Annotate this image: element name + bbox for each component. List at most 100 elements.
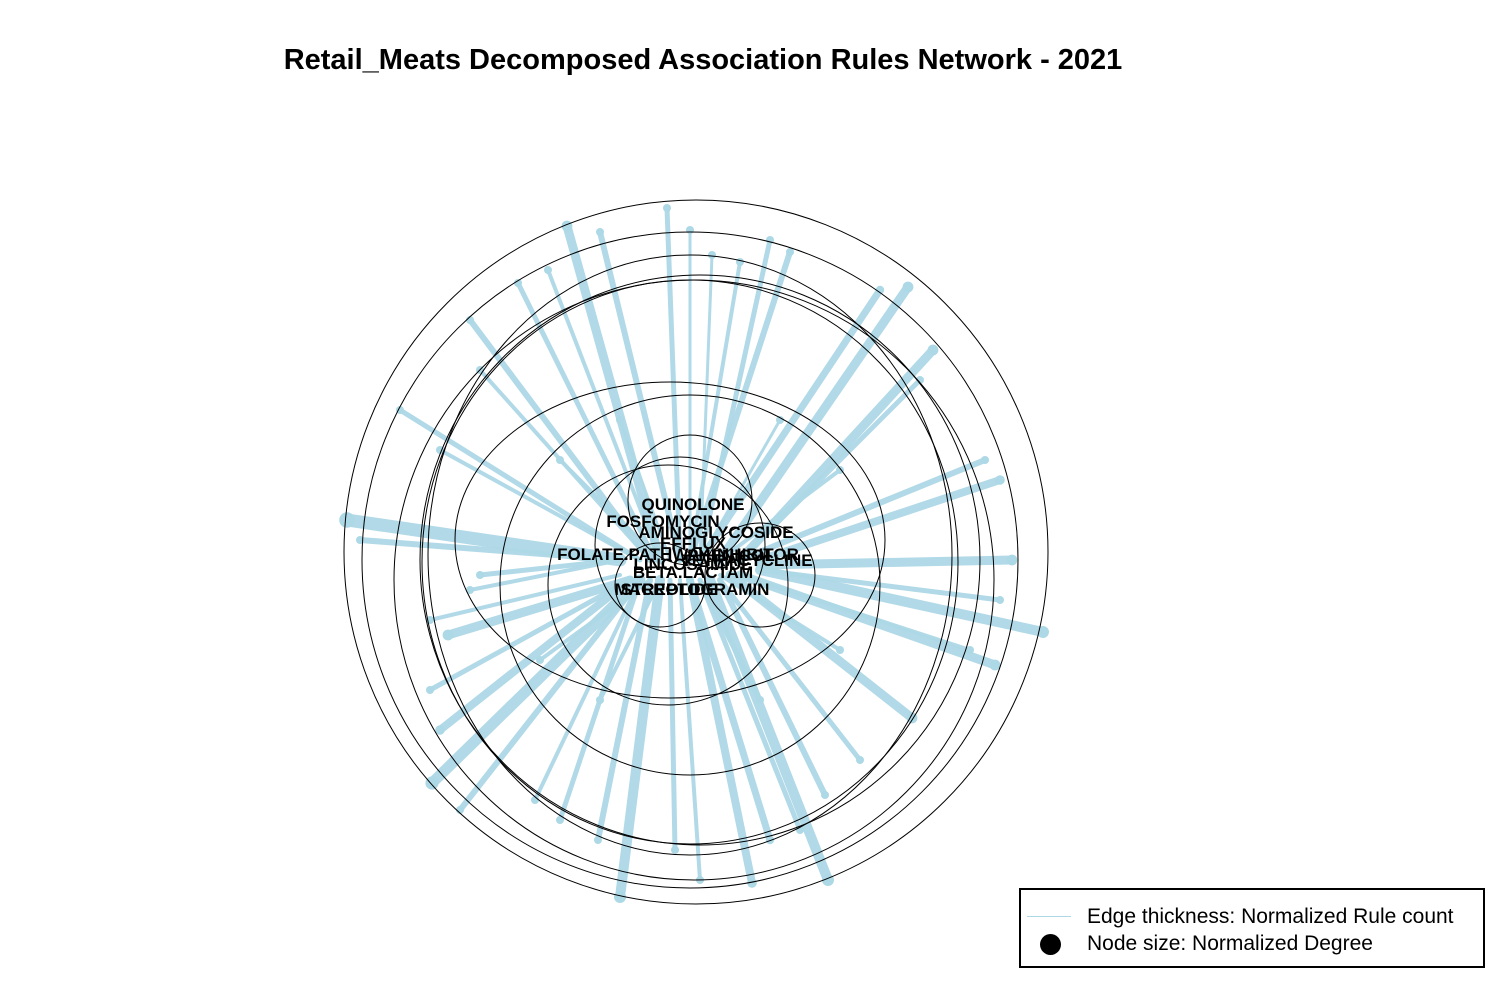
node-label-tetracycline: TETRACYCLINE — [681, 551, 812, 570]
edge-36 — [427, 577, 633, 693]
edge-endpoint-12 — [916, 376, 924, 384]
edge-52 — [718, 573, 842, 652]
node-ring-10 — [594, 456, 766, 634]
edge-3 — [664, 205, 683, 563]
edge-endpoint-31 — [556, 816, 564, 824]
edge-47 — [515, 280, 658, 563]
edge-51 — [538, 578, 652, 662]
edge-endpoint-49 — [756, 696, 764, 704]
edge-37 — [443, 575, 635, 640]
edge-29 — [615, 575, 665, 902]
node-ring-6 — [393, 279, 995, 881]
edge-28 — [667, 577, 678, 853]
edge-endpoint-22 — [821, 791, 829, 799]
node-label-streptogramin: STREPTOGRAMIN — [621, 580, 770, 599]
edge-endpoint-2 — [596, 228, 604, 236]
edge-53 — [718, 468, 842, 562]
edge-40 — [357, 537, 623, 563]
edge-43 — [397, 407, 643, 563]
edge-endpoint-48 — [544, 266, 552, 274]
edge-33 — [457, 577, 643, 813]
edge-50 — [598, 578, 662, 702]
node-label-fosfomycin: FOSFOMYCIN — [606, 512, 719, 531]
edge-25 — [686, 576, 774, 844]
edge-endpoint-16 — [1037, 626, 1049, 638]
edge-9 — [715, 282, 913, 565]
edge-6 — [688, 260, 742, 562]
edge-endpoint-4 — [686, 226, 694, 234]
edge-32 — [533, 578, 642, 802]
edge-endpoint-51 — [536, 656, 544, 664]
node-ring-layer — [343, 199, 1049, 905]
node-label-phenicol: PHENICOL — [687, 546, 775, 565]
edge-endpoint-29 — [614, 891, 626, 903]
edge-endpoint-41 — [476, 571, 484, 579]
edge-21 — [717, 577, 863, 763]
edge-14 — [756, 476, 1004, 564]
node-dot-icon — [1025, 931, 1075, 957]
node-ring-8 — [499, 394, 881, 776]
edge-12 — [737, 377, 923, 563]
edge-endpoint-35 — [435, 725, 445, 735]
edge-endpoint-39 — [339, 512, 355, 528]
edge-endpoint-8 — [786, 248, 794, 256]
edge-endpoint-6 — [736, 258, 744, 266]
edge-endpoint-10 — [875, 285, 885, 295]
edge-44 — [438, 448, 642, 562]
edge-endpoint-25 — [765, 835, 775, 845]
edge-5 — [698, 253, 714, 562]
edge-endpoint-11 — [927, 344, 939, 356]
edge-10 — [696, 286, 884, 564]
legend: Edge thickness: Normalized Rule count No… — [1019, 888, 1485, 968]
edge-endpoint-36 — [426, 686, 434, 694]
legend-edge-entry: Edge thickness: Normalized Rule count — [1021, 904, 1454, 930]
node-label-beta-lactam: BETA.LACTAM — [633, 563, 753, 582]
node-label-quinolone: QUINOLONE — [642, 495, 745, 514]
edge-49 — [697, 577, 763, 703]
edge-endpoint-9 — [902, 281, 914, 293]
edge-endpoint-43 — [396, 406, 404, 414]
edge-56 — [698, 418, 782, 562]
edge-endpoint-34 — [425, 776, 439, 790]
edge-38 — [428, 573, 622, 622]
edge-endpoint-37 — [442, 629, 454, 641]
node-ring-12 — [704, 522, 816, 628]
edge-55 — [618, 418, 672, 562]
edge-endpoint-14 — [995, 475, 1005, 485]
edge-24 — [697, 577, 803, 833]
edge-35 — [436, 576, 634, 734]
edge-15 — [755, 555, 1017, 570]
legend-edge-label: Edge thickness: Normalized Rule count — [1087, 905, 1454, 928]
edge-39 — [340, 513, 627, 567]
node-ring-5 — [427, 254, 953, 856]
node-ring-9 — [547, 464, 789, 706]
edge-endpoint-30 — [594, 836, 602, 844]
edge-endpoint-50 — [596, 696, 604, 704]
edge-endpoint-52 — [836, 646, 844, 654]
edge-16 — [755, 565, 1048, 637]
node-ring-7 — [454, 381, 886, 699]
legend-node-entry: Node size: Normalized Degree — [1021, 931, 1373, 957]
edge-endpoint-53 — [836, 466, 844, 474]
edge-line-icon — [1025, 904, 1075, 930]
edge-endpoint-47 — [514, 279, 522, 287]
node-ring-11 — [627, 434, 753, 566]
edge-endpoint-3 — [663, 204, 671, 212]
node-ring-3 — [419, 274, 981, 846]
node-label-lincosamide: LINCOSAMIDE — [634, 555, 753, 574]
edge-8 — [687, 249, 793, 563]
edge-endpoint-54 — [556, 456, 564, 464]
edge-endpoint-42 — [466, 586, 474, 594]
edge-42 — [468, 558, 622, 592]
edge-endpoint-55 — [616, 416, 624, 424]
edge-endpoint-18 — [989, 659, 1001, 671]
edge-48 — [546, 268, 662, 562]
edge-endpoint-13 — [981, 456, 989, 464]
node-ring-1 — [343, 199, 1049, 905]
edge-23 — [705, 575, 833, 885]
edge-endpoint-17 — [996, 596, 1004, 604]
edge-endpoint-19 — [966, 646, 974, 654]
node-label-layer: QUINOLONEFOSFOMYCINAMINOGLYCOSIDEEFFLUXF… — [557, 495, 813, 599]
edge-19 — [738, 573, 972, 652]
